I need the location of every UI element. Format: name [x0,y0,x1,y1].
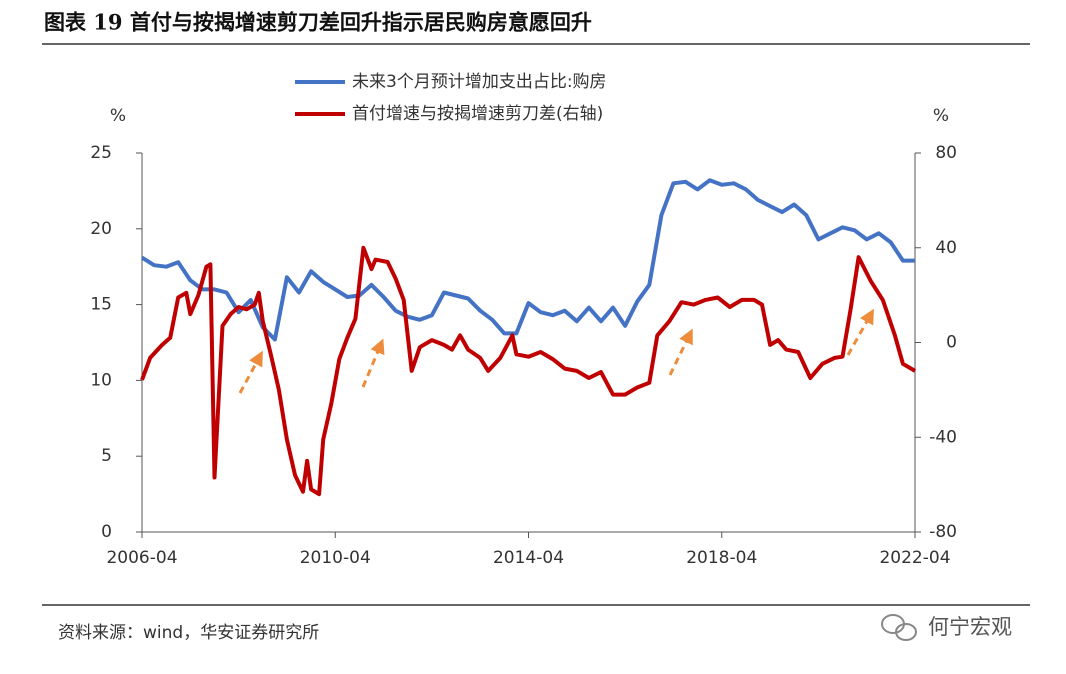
y2-tick-label: 80 [935,143,957,163]
x-tick-label: 2006-04 [106,548,177,568]
watermark: 何宁宏观 [928,615,1012,639]
y-tick-label: 0 [101,522,112,542]
y-tick-label: 15 [90,295,112,315]
x-tick-label: 2022-04 [879,548,950,568]
y2-tick-label: -40 [929,427,957,447]
y-tick-label: 20 [90,219,112,239]
source: 资料来源：wind，华安证券研究所 [58,623,319,643]
x-tick-label: 2010-04 [300,548,371,568]
legend-label: 首付增速与按揭增速剪刀差(右轴) [352,104,603,124]
chart-title: 图表 19 首付与按揭增速剪刀差回升指示居民购房意愿回升 [44,10,592,35]
y2-unit: % [933,106,949,126]
y2-tick-label: -80 [929,522,957,542]
y2-tick-label: 0 [946,333,957,353]
legend-label: 未来3个月预计增加支出占比:购房 [352,72,607,92]
series-line [140,178,915,342]
y2-tick-label: 40 [935,238,957,258]
series-line [140,245,917,497]
annotations [238,308,874,394]
x-tick-label: 2018-04 [686,548,757,568]
x-tick-label: 2014-04 [493,548,564,568]
y-unit: % [110,106,126,126]
y-tick-label: 25 [90,143,112,163]
watermark-icon [881,614,917,641]
y-tick-label: 10 [90,370,112,390]
y-tick-label: 5 [101,446,112,466]
